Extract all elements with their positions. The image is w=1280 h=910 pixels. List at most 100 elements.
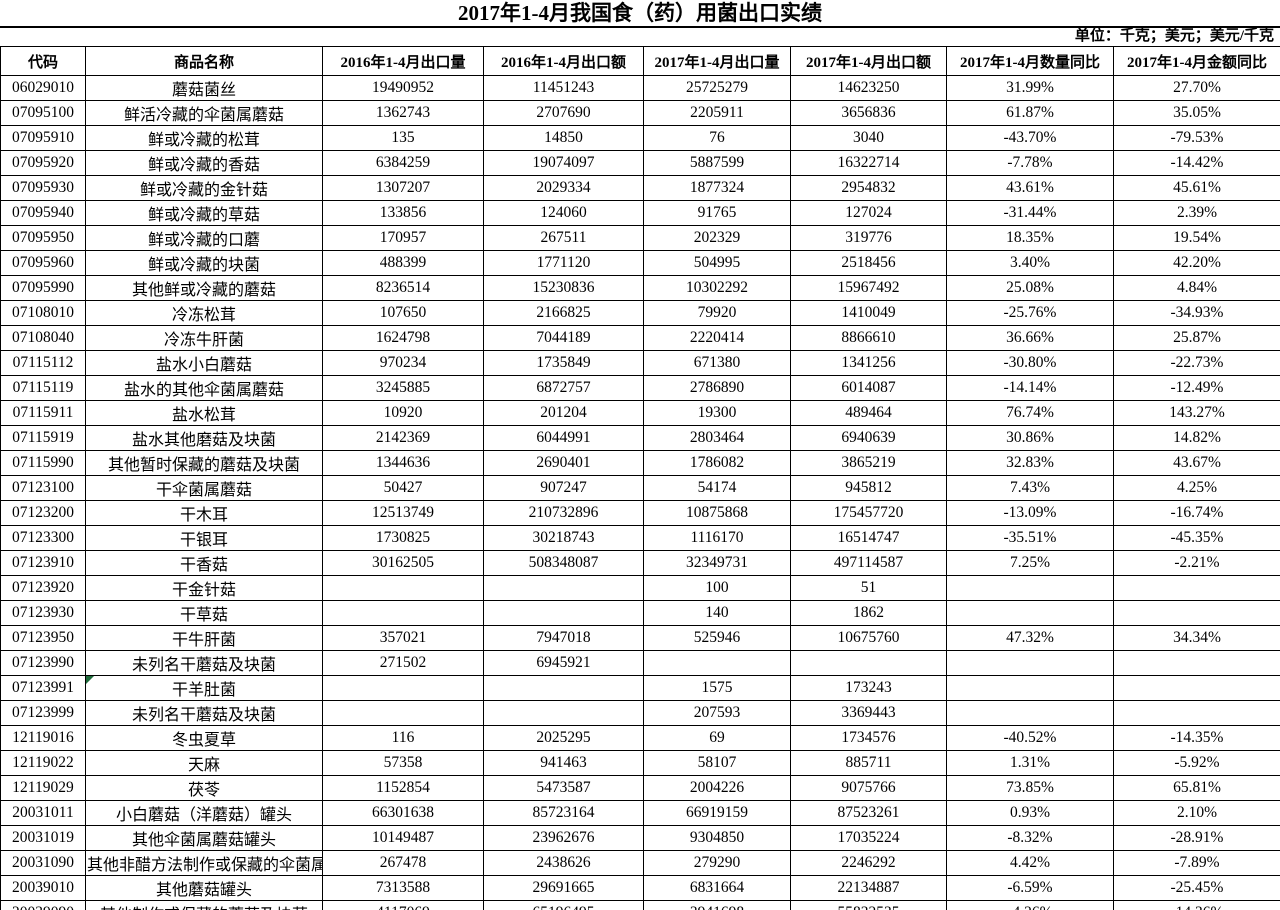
page-title: 2017年1-4月我国食（药）用菌出口实绩 — [0, 0, 1280, 28]
cell-amount-yoy: -14.42% — [1113, 150, 1280, 176]
cell-quantity-yoy: 1.31% — [946, 750, 1114, 776]
cell-amount-yoy: 143.27% — [1113, 400, 1280, 426]
cell-2016-export-value: 2029334 — [483, 175, 644, 201]
cell-2016-export-value: 508348087 — [483, 550, 644, 576]
cell-2016-export-volume: 170957 — [322, 225, 484, 251]
cell-2016-export-volume: 2142369 — [322, 425, 484, 451]
cell-2017-export-volume: 671380 — [643, 350, 791, 376]
table-row: 07115119 盐水的其他伞菌属蘑菇 3245885 6872757 2786890 6… — [0, 375, 1280, 401]
cell-2016-export-value: 29691665 — [483, 875, 644, 901]
table-row: 07123930 干草菇 140 1862 — [0, 600, 1280, 626]
cell-2017-export-volume: 2786890 — [643, 375, 791, 401]
cell-name: 干草菇 — [85, 600, 323, 626]
cell-amount-yoy: 27.70% — [1113, 75, 1280, 101]
cell-2016-export-volume: 3245885 — [322, 375, 484, 401]
cell-code: 20039010 — [0, 875, 86, 901]
cell-amount-yoy: 65.81% — [1113, 775, 1280, 801]
table-row: 07115911 盐水松茸 10920 201204 19300 489464 76.74%… — [0, 400, 1280, 426]
cell-quantity-yoy: -8.32% — [946, 825, 1114, 851]
cell-quantity-yoy: -6.59% — [946, 875, 1114, 901]
table-row: 20039090其他制作或保藏的蘑菇及块菌4117069651964953941… — [0, 900, 1280, 910]
cell-code: 07115919 — [0, 425, 86, 451]
cell-amount-yoy: -25.45% — [1113, 875, 1280, 901]
cell-2016-export-value: 2166825 — [483, 300, 644, 326]
cell-code: 07108040 — [0, 325, 86, 351]
cell-name: 未列名干蘑菇及块菌 — [85, 700, 323, 726]
cell-2016-export-value: 1771120 — [483, 250, 644, 276]
table-row: 07123999 未列名干蘑菇及块菌 207593 3369443 — [0, 700, 1280, 726]
table-row: 07108040 冷冻牛肝菌 1624798 7044189 2220414 886661… — [0, 325, 1280, 351]
cell-2016-export-volume — [322, 600, 484, 626]
cell-2017-export-value: 497114587 — [790, 550, 947, 576]
column-header-2017-value: 2017年1-4月出口额 — [790, 46, 947, 76]
cell-code: 07095930 — [0, 175, 86, 201]
cell-amount-yoy — [1113, 575, 1280, 601]
table-header: 代码 商品名称 2016年1-4月出口量 2016年1-4月出口额 2017年1… — [0, 46, 1280, 76]
cell-code: 07123920 — [0, 575, 86, 601]
cell-2017-export-volume: 207593 — [643, 700, 791, 726]
table-row: 20031090其他非醋方法制作或保藏的伞菌属蘑菇267478243862627… — [0, 850, 1280, 876]
cell-quantity-yoy: -35.51% — [946, 525, 1114, 551]
table-row: 07095920 鲜或冷藏的香菇 6384259 19074097 5887599 163… — [0, 150, 1280, 176]
cell-2017-export-volume: 2004226 — [643, 775, 791, 801]
cell-2017-export-value: 2954832 — [790, 175, 947, 201]
cell-code: 07115112 — [0, 350, 86, 376]
cell-name: 鲜或冷藏的块菌 — [85, 250, 323, 276]
cell-2017-export-value: 1734576 — [790, 725, 947, 751]
cell-name: 盐水的其他伞菌属蘑菇 — [85, 375, 323, 401]
cell-2017-export-volume: 2220414 — [643, 325, 791, 351]
cell-2016-export-value: 6872757 — [483, 375, 644, 401]
cell-code: 20039090 — [0, 900, 86, 910]
cell-amount-yoy: 2.10% — [1113, 800, 1280, 826]
cell-amount-yoy: 14.82% — [1113, 425, 1280, 451]
cell-2016-export-volume: 4117069 — [322, 900, 484, 910]
table-row: 20031011 小白蘑菇（洋蘑菇）罐头 66301638 85723164 66919… — [0, 800, 1280, 826]
cell-2016-export-value: 124060 — [483, 200, 644, 226]
cell-code: 07123991 — [0, 675, 86, 701]
cell-2017-export-value: 55832535 — [790, 900, 947, 910]
cell-code: 07123999 — [0, 700, 86, 726]
cell-2017-export-value: 16514747 — [790, 525, 947, 551]
cell-2016-export-volume: 488399 — [322, 250, 484, 276]
cell-code: 07123990 — [0, 650, 86, 676]
cell-amount-yoy: -28.91% — [1113, 825, 1280, 851]
cell-name: 其他非醋方法制作或保藏的伞菌属蘑菇 — [85, 850, 323, 876]
table-row: 07123100 干伞菌属蘑菇 50427 907247 54174 945812 7.43… — [0, 475, 1280, 501]
cell-2016-export-volume: 357021 — [322, 625, 484, 651]
cell-2016-export-volume: 30162505 — [322, 550, 484, 576]
table-row: 07115990 其他暂时保藏的蘑菇及块菌 1344636 2690401 178608… — [0, 450, 1280, 476]
cell-2017-export-volume: 100 — [643, 575, 791, 601]
cell-code: 07123950 — [0, 625, 86, 651]
table-row: 07115112 盐水小白蘑菇 970234 1735849 671380 1341256… — [0, 350, 1280, 376]
table-row: 07095910 鲜或冷藏的松茸 135 14850 76 3040 -43.70% -79.… — [0, 125, 1280, 151]
cell-quantity-yoy: -43.70% — [946, 125, 1114, 151]
cell-2017-export-volume: 25725279 — [643, 75, 791, 101]
cell-2016-export-volume — [322, 675, 484, 701]
cell-2016-export-volume — [322, 575, 484, 601]
cell-2016-export-value: 2438626 — [483, 850, 644, 876]
cell-2016-export-volume: 19490952 — [322, 75, 484, 101]
cell-quantity-yoy: 7.43% — [946, 475, 1114, 501]
cell-2017-export-value: 22134887 — [790, 875, 947, 901]
cell-name: 干金针菇 — [85, 575, 323, 601]
cell-name: 其他鲜或冷藏的蘑菇 — [85, 275, 323, 301]
cell-2016-export-volume: 10920 — [322, 400, 484, 426]
cell-amount-yoy: -34.93% — [1113, 300, 1280, 326]
cell-code: 07123200 — [0, 500, 86, 526]
table-row: 07115919 盐水其他磨菇及块菌 2142369 6044991 2803464 69… — [0, 425, 1280, 451]
table-row: 20039010 其他蘑菇罐头 7313588 29691665 6831664 2213… — [0, 875, 1280, 901]
cell-2017-export-value: 9075766 — [790, 775, 947, 801]
cell-amount-yoy: -5.92% — [1113, 750, 1280, 776]
cell-2016-export-value: 30218743 — [483, 525, 644, 551]
column-header-2016-value: 2016年1-4月出口额 — [483, 46, 644, 76]
cell-2017-export-value: 8866610 — [790, 325, 947, 351]
cell-2016-export-volume — [322, 700, 484, 726]
table-row: 07095100 鲜活冷藏的伞菌属蘑菇 1362743 2707690 2205911 3… — [0, 100, 1280, 126]
cell-code: 07123910 — [0, 550, 86, 576]
cell-amount-yoy: 42.20% — [1113, 250, 1280, 276]
cell-name: 盐水小白蘑菇 — [85, 350, 323, 376]
cell-2016-export-value: 85723164 — [483, 800, 644, 826]
table-row: 07123991 干羊肚菌 1575 173243 — [0, 675, 1280, 701]
cell-2017-export-volume: 1877324 — [643, 175, 791, 201]
